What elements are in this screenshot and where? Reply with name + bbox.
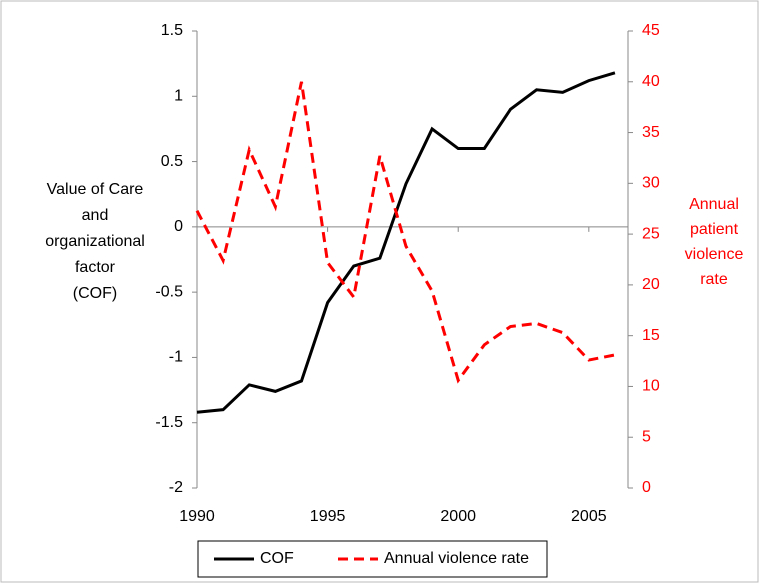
y2-tick-label: 10 xyxy=(642,378,660,395)
y2-tick-label: 0 xyxy=(642,479,651,496)
y2-tick-label: 45 xyxy=(642,22,660,39)
y-tick-label: -1 xyxy=(169,349,183,366)
y-tick-label: -0.5 xyxy=(155,283,183,300)
legend-label: Annual violence rate xyxy=(384,550,529,567)
y-tick-label: 1 xyxy=(174,88,183,105)
y2-axis-label: Annual xyxy=(689,196,739,213)
y-axis-label: and xyxy=(82,207,109,224)
x-tick-label: 1990 xyxy=(179,508,215,525)
x-tick-label: 1995 xyxy=(310,508,346,525)
y2-tick-label: 15 xyxy=(642,327,660,344)
y-tick-label: 0 xyxy=(174,218,183,235)
x-tick-label: 2000 xyxy=(440,508,476,525)
y2-tick-label: 5 xyxy=(642,428,651,445)
series-line xyxy=(195,81,616,384)
y2-tick-label: 40 xyxy=(642,73,660,90)
y-tick-label: 1.5 xyxy=(161,22,183,39)
y-axis-label: Value of Care xyxy=(47,181,144,198)
y-axis-label: (COF) xyxy=(73,285,117,302)
y-axis-label: organizational xyxy=(45,233,145,250)
y2-tick-label: 25 xyxy=(642,225,660,242)
y2-axis-label: violence xyxy=(685,246,744,263)
y2-axis-label: rate xyxy=(700,271,728,288)
y2-tick-label: 35 xyxy=(642,124,660,141)
y2-axis-label: patient xyxy=(690,221,739,238)
y-tick-label: -2 xyxy=(169,479,183,496)
series-line xyxy=(196,71,616,414)
y-tick-label: -1.5 xyxy=(155,414,183,431)
y-axis-label: factor xyxy=(75,259,116,276)
legend-label: COF xyxy=(260,550,294,567)
x-tick-label: 2005 xyxy=(571,508,607,525)
y2-tick-label: 20 xyxy=(642,276,660,293)
y-tick-label: 0.5 xyxy=(161,153,183,170)
y2-tick-label: 30 xyxy=(642,175,660,192)
